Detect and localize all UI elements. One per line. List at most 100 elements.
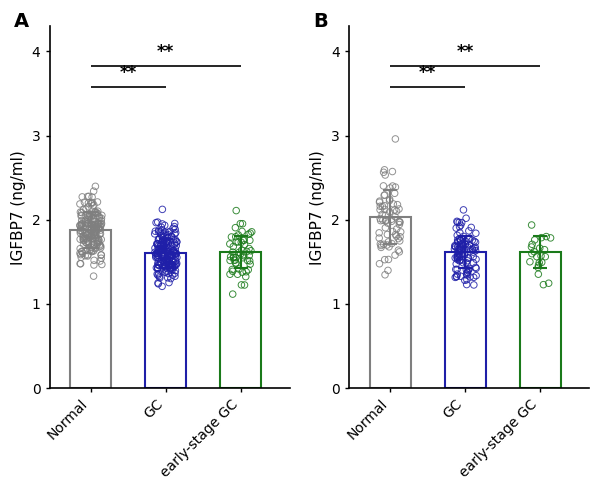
Point <box>392 225 401 233</box>
Point <box>232 207 241 215</box>
Point <box>452 266 462 273</box>
Point <box>379 241 388 248</box>
Point <box>457 218 467 226</box>
Point <box>153 264 163 272</box>
Point <box>157 220 167 228</box>
Point <box>154 280 163 288</box>
Point <box>159 241 169 248</box>
Point <box>89 242 98 250</box>
Point <box>89 247 98 255</box>
Point <box>165 251 175 259</box>
Point <box>240 281 250 289</box>
Point <box>169 262 179 270</box>
Point <box>96 220 106 228</box>
Point <box>77 212 86 219</box>
Point <box>83 220 93 228</box>
Point <box>454 253 464 261</box>
Point <box>385 197 394 205</box>
Point <box>157 226 167 234</box>
Point <box>463 269 472 276</box>
Point <box>76 229 85 237</box>
Point <box>166 251 176 259</box>
Point <box>151 250 161 258</box>
Point <box>96 242 106 250</box>
Point <box>158 236 168 244</box>
Point <box>87 232 97 240</box>
Point <box>533 264 543 272</box>
Point <box>91 218 100 225</box>
Point <box>158 248 167 256</box>
Point <box>232 238 241 246</box>
Point <box>169 246 178 254</box>
Point <box>160 240 170 247</box>
Point <box>172 261 181 269</box>
Point <box>172 238 181 246</box>
Point <box>170 249 180 257</box>
Point <box>460 251 469 259</box>
Point <box>77 220 86 228</box>
Point <box>91 221 100 229</box>
Point <box>164 240 173 248</box>
Point <box>456 244 466 252</box>
Point <box>77 227 87 235</box>
Point <box>170 219 179 227</box>
Point <box>78 233 88 241</box>
Point <box>396 228 406 236</box>
Point <box>244 230 253 238</box>
Point <box>162 237 172 245</box>
Point <box>462 281 472 289</box>
Point <box>92 239 102 247</box>
Point <box>86 199 96 207</box>
Point <box>153 242 163 250</box>
Point <box>97 217 106 225</box>
Point <box>158 245 167 252</box>
Point <box>385 184 395 192</box>
Point <box>392 207 401 215</box>
Point <box>172 260 182 268</box>
Point <box>472 265 481 273</box>
Point <box>236 281 246 289</box>
Point <box>91 234 101 242</box>
Point <box>375 197 385 205</box>
Point <box>89 226 99 234</box>
Point <box>376 202 385 210</box>
Point <box>157 250 167 258</box>
Point <box>452 253 462 261</box>
Bar <box>445 252 486 388</box>
Point <box>452 252 462 260</box>
Point <box>164 258 173 266</box>
Point <box>93 219 103 227</box>
Point <box>163 265 172 273</box>
Point <box>376 240 385 248</box>
Point <box>469 281 479 289</box>
Point <box>158 234 167 242</box>
Point <box>77 247 86 255</box>
Point <box>164 279 174 287</box>
Point <box>81 239 91 246</box>
Point <box>164 228 173 236</box>
Point <box>381 216 391 224</box>
Point <box>79 221 89 229</box>
Point <box>81 230 91 238</box>
Point <box>84 192 94 200</box>
Point <box>171 229 181 237</box>
Point <box>151 252 161 260</box>
Point <box>80 228 90 236</box>
Text: **: ** <box>419 64 436 82</box>
Point <box>82 246 91 254</box>
Point <box>86 200 96 208</box>
Point <box>464 241 474 249</box>
Point <box>161 256 170 264</box>
Point <box>167 261 176 269</box>
Point <box>91 245 100 252</box>
Point <box>395 233 405 241</box>
Point <box>464 227 473 235</box>
Point <box>156 260 166 268</box>
Point <box>153 240 163 247</box>
Point <box>94 238 103 246</box>
Point <box>229 253 238 261</box>
Point <box>460 241 470 248</box>
Point <box>169 247 178 255</box>
Point <box>471 263 481 271</box>
Point <box>541 233 551 241</box>
